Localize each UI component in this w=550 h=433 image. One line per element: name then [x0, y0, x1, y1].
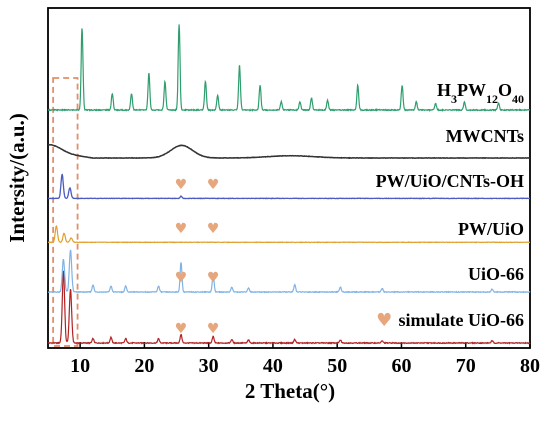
series-label-part: PW	[457, 80, 486, 100]
series-label-part: O	[498, 80, 512, 100]
x-tick-label: 30	[199, 355, 219, 377]
series-label-text: simulate UiO-66	[399, 310, 525, 330]
heart-marker: ♥	[175, 221, 188, 237]
series-group	[47, 24, 531, 345]
x-tick-label: 80	[520, 355, 540, 377]
series-label-part: 12	[486, 92, 498, 106]
heart-marker: ♥	[207, 321, 220, 337]
series-label: PW/UiO	[458, 219, 524, 239]
x-tick-label: 10	[70, 355, 90, 377]
y-axis-title: Intersity/(a.u.)	[5, 113, 29, 243]
x-tick-label: 40	[263, 355, 283, 377]
series-labels: ♥ simulate UiO-66 UiO-66 PW/UiO PW/UiO/CNTs…	[376, 80, 524, 331]
series-label: PW/UiO/CNTs-OH	[376, 171, 524, 191]
legend-heart-icon: ♥	[376, 310, 398, 331]
heart-marker: ♥	[175, 270, 188, 286]
series-line	[47, 225, 530, 244]
highlight-region	[52, 77, 79, 347]
heart-marker: ♥	[207, 177, 220, 193]
marker-group: ♥ ♥ ♥ ♥ ♥ ♥ ♥ ♥	[175, 177, 220, 337]
x-tick-label: 60	[391, 355, 411, 377]
series-label-part: H	[437, 80, 451, 100]
series-line	[47, 270, 531, 345]
series-line	[47, 173, 531, 200]
series-line	[47, 24, 531, 113]
x-tick-label: 70	[456, 355, 476, 377]
heart-marker: ♥	[175, 177, 188, 193]
plot-area	[47, 7, 531, 349]
series-label: UiO-66	[468, 264, 524, 284]
series-line	[48, 143, 530, 160]
heart-marker: ♥	[207, 221, 220, 237]
series-label-part: 3	[451, 92, 457, 106]
x-ticks: 10 20 30 40 50 60 70 80	[70, 342, 540, 377]
series-label: H3PW12O40	[437, 80, 524, 106]
x-axis-title: 2 Theta(°)	[245, 379, 335, 403]
series-label-part: 40	[512, 92, 524, 106]
heart-marker: ♥	[207, 270, 220, 286]
x-tick-label: 50	[327, 355, 347, 377]
series-line	[48, 249, 531, 294]
highlight-box	[52, 77, 79, 347]
series-label: ♥ simulate UiO-66	[376, 310, 524, 331]
x-tick-label: 20	[134, 355, 154, 377]
series-label: MWCNTs	[446, 126, 524, 146]
plot-frame	[47, 7, 531, 349]
heart-marker: ♥	[175, 321, 188, 337]
